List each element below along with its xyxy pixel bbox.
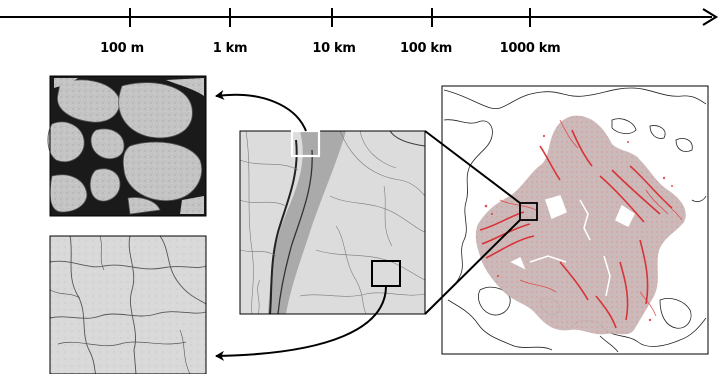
zoom-connector-bottom bbox=[424, 219, 521, 315]
tick-label-100m: 100 m bbox=[100, 41, 144, 56]
regional-sea-ice-icon bbox=[239, 130, 426, 315]
tick-label-1000km: 1000 km bbox=[500, 41, 561, 56]
sea-ice-floes-icon bbox=[47, 78, 204, 215]
tick-label-100km: 100 km bbox=[400, 41, 452, 56]
arrow-to-floe-panel bbox=[215, 90, 307, 132]
scale-axis: 100 m 1 km 10 km 100 km 1000 km bbox=[0, 8, 719, 56]
tick-label-1km: 1 km bbox=[213, 41, 248, 56]
axis-arrow-icon bbox=[702, 8, 719, 26]
basin-map-panel bbox=[441, 85, 709, 355]
connectors bbox=[215, 90, 521, 361]
sea-ice-fractures-icon bbox=[49, 235, 207, 374]
regional-imagery-panel bbox=[239, 129, 426, 315]
tick-label-10km: 10 km bbox=[312, 41, 355, 56]
zoom-connector-top bbox=[424, 130, 521, 204]
arrow-to-fracture-panel bbox=[215, 285, 387, 361]
fracture-closeup-panel bbox=[49, 235, 207, 374]
floe-closeup-panel bbox=[47, 75, 207, 217]
regional-highlight-box bbox=[519, 202, 538, 221]
